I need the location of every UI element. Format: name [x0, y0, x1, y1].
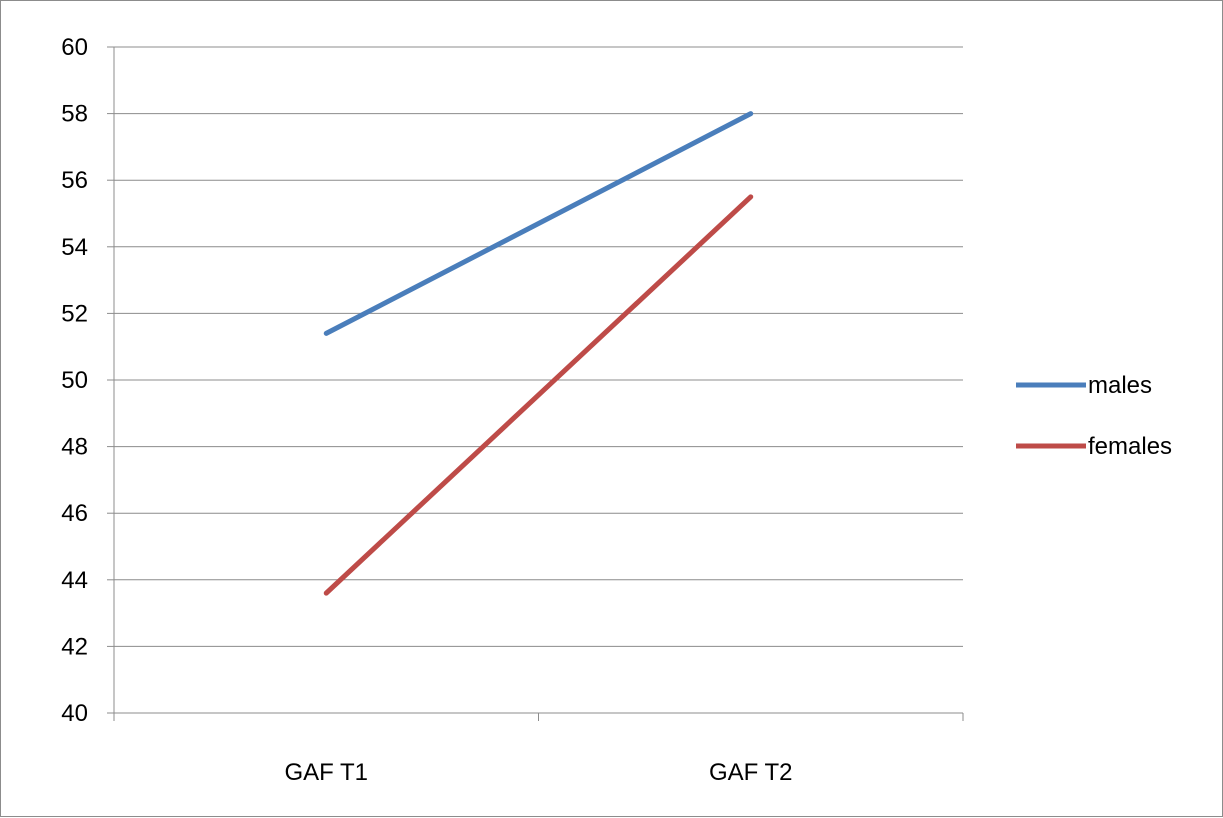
series-line-females — [323, 194, 754, 596]
y-tick-label: 50 — [61, 367, 88, 394]
y-tick-label: 54 — [61, 234, 88, 261]
series-line-males — [323, 111, 754, 336]
y-tick-label: 52 — [61, 300, 88, 327]
y-tick-label: 46 — [61, 500, 88, 527]
y-tick-label: 48 — [61, 434, 88, 461]
x-tick-label: GAF T1 — [284, 759, 368, 786]
y-tick-label: 40 — [61, 700, 88, 727]
y-tick-label: 60 — [61, 34, 88, 61]
y-tick-label: 44 — [61, 567, 88, 594]
axes: 40 42 44 46 48 50 52 54 56 58 60 GAF T1 GAF T2 — [61, 34, 964, 786]
gridlines — [114, 46, 963, 647]
legend-label-males: males — [1088, 372, 1152, 399]
legend: males females — [1016, 372, 1172, 460]
y-tick-label: 42 — [61, 633, 88, 660]
y-tick-label: 58 — [61, 101, 88, 128]
legend-label-females: females — [1088, 433, 1172, 460]
x-tick-label: GAF T2 — [709, 759, 793, 786]
series-lines — [323, 111, 754, 596]
y-tick-label: 56 — [61, 167, 88, 194]
